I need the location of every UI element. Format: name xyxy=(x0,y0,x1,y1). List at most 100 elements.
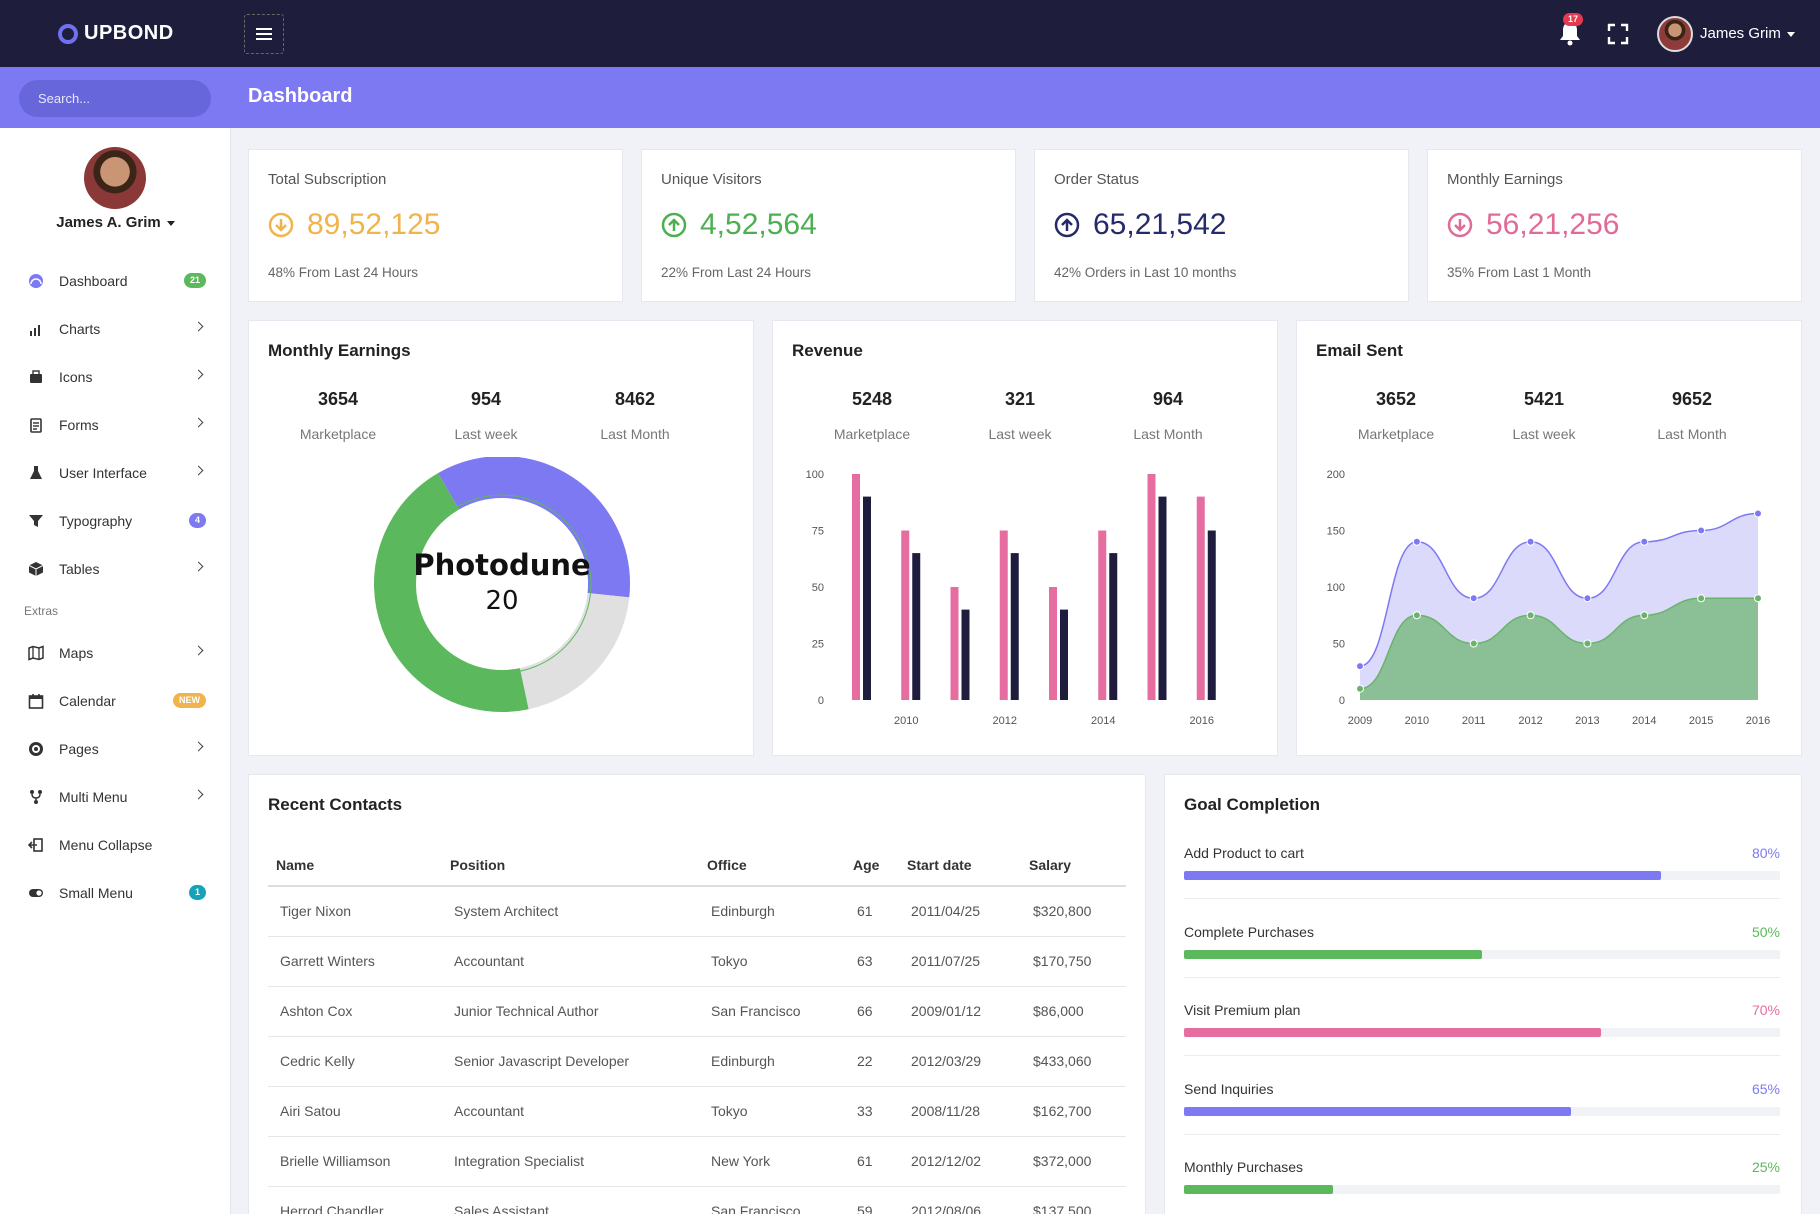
column-header-position[interactable]: Position xyxy=(442,845,699,887)
data-point[interactable] xyxy=(1754,509,1762,518)
sidebar-item-label: Maps xyxy=(59,645,94,661)
progress-track xyxy=(1184,1028,1780,1037)
progress-fill xyxy=(1184,949,1482,959)
sidebar-item-tables[interactable]: Tables xyxy=(0,545,231,593)
cell-salary: $86,000 xyxy=(1021,986,1126,1037)
stat-label: Monthly Earnings xyxy=(1447,171,1563,188)
data-point[interactable] xyxy=(1640,611,1649,620)
sidebar-item-dashboard[interactable]: Dashboard 21 xyxy=(0,257,231,305)
stat-label: Unique Visitors xyxy=(661,171,762,188)
brand-logo[interactable]: UPBOND xyxy=(58,22,174,45)
metric-label: Last Month xyxy=(1133,426,1203,442)
column-header-name[interactable]: Name xyxy=(268,845,442,887)
table-row[interactable]: Herrod Chandler Sales Assistant San Franci… xyxy=(268,1186,1126,1214)
sidebar-item-typography[interactable]: Typography 4 xyxy=(0,497,231,545)
sidebar-item-charts[interactable]: Charts xyxy=(0,305,231,353)
sidebar-item-forms[interactable]: Forms xyxy=(0,401,231,449)
bar[interactable] xyxy=(1010,553,1019,700)
goal-item: Send Inquiries 65% xyxy=(1184,1081,1780,1116)
sidebar-item-pages[interactable]: Pages xyxy=(0,725,231,773)
sidebar-item-menu-collapse[interactable]: Menu Collapse xyxy=(0,821,231,869)
cell-name: Cedric Kelly xyxy=(268,1036,442,1087)
goal-name: Complete Purchases xyxy=(1184,923,1314,940)
data-point[interactable] xyxy=(1754,594,1762,603)
metric-last-week: 5421 Last week xyxy=(1479,389,1609,442)
cell-start-date: 2011/07/25 xyxy=(899,936,1021,987)
sidebar-item-calendar[interactable]: Calendar NEW xyxy=(0,677,231,725)
donut-slice[interactable] xyxy=(438,457,630,598)
fullscreen-icon[interactable] xyxy=(1607,23,1629,45)
metric-value: 321 xyxy=(1004,389,1036,409)
table-row[interactable]: Cedric Kelly Senior Javascript Developer E… xyxy=(268,1036,1126,1087)
data-point[interactable] xyxy=(1583,639,1592,648)
menu-toggle-button[interactable] xyxy=(244,14,284,54)
column-header-start-date[interactable]: Start date xyxy=(899,845,1021,887)
data-point[interactable] xyxy=(1356,684,1364,693)
bar[interactable] xyxy=(912,553,921,700)
metric-label: Last week xyxy=(1512,426,1576,442)
data-point[interactable] xyxy=(1469,639,1478,648)
cell-age: 22 xyxy=(845,1036,899,1087)
sidebar-item-small-menu[interactable]: Small Menu 1 xyxy=(0,869,231,917)
bar[interactable] xyxy=(950,587,959,700)
y-tick-label: 0 xyxy=(818,695,824,707)
cell-age: 59 xyxy=(845,1186,899,1214)
bar[interactable] xyxy=(901,530,910,701)
data-point[interactable] xyxy=(1412,537,1421,546)
bar[interactable] xyxy=(1049,587,1057,700)
bar[interactable] xyxy=(863,496,871,700)
cell-start-date: 2009/01/12 xyxy=(899,986,1021,1037)
bar[interactable] xyxy=(852,474,860,700)
contacts-table: Name Position Office Age Start date Sala… xyxy=(268,845,1126,1214)
donut-slice[interactable] xyxy=(519,592,630,710)
user-menu-name: James Grim xyxy=(1700,25,1781,42)
data-point[interactable] xyxy=(1526,611,1535,620)
bar[interactable] xyxy=(1147,474,1156,700)
card-title: Email Sent xyxy=(1316,341,1403,360)
bar[interactable] xyxy=(1098,530,1107,701)
search-input[interactable] xyxy=(19,80,211,117)
data-point[interactable] xyxy=(1697,526,1706,535)
sidebar-item-label: User Interface xyxy=(59,465,147,481)
user-menu-toggle[interactable]: James Grim xyxy=(1700,25,1795,42)
donut-inner-ring xyxy=(412,494,592,674)
column-header-office[interactable]: Office xyxy=(699,845,845,887)
table-row[interactable]: Tiger Nixon System Architect Edinburgh 61 20… xyxy=(268,886,1126,937)
goal-item: Add Product to cart 80% xyxy=(1184,845,1780,880)
table-row[interactable]: Garrett Winters Accountant Tokyo 63 2011/07/… xyxy=(268,936,1126,987)
user-avatar[interactable] xyxy=(1657,16,1693,52)
donut-slice[interactable] xyxy=(374,473,529,712)
data-point[interactable] xyxy=(1583,594,1592,603)
data-point[interactable] xyxy=(1526,537,1535,546)
metric-value: 9652 xyxy=(1671,389,1713,409)
sidebar-section-extras: Extras xyxy=(24,604,59,618)
data-point[interactable] xyxy=(1640,537,1649,546)
bar[interactable] xyxy=(1196,496,1205,700)
column-header-salary[interactable]: Salary xyxy=(1021,845,1126,887)
sidebar-item-multi-menu[interactable]: Multi Menu xyxy=(0,773,231,821)
table-row[interactable]: Brielle Williamson Integration Specialist… xyxy=(268,1136,1126,1187)
bar[interactable] xyxy=(1158,496,1167,700)
cell-start-date: 2008/11/28 xyxy=(899,1086,1021,1137)
sidebar-item-user-interface[interactable]: User Interface xyxy=(0,449,231,497)
bar[interactable] xyxy=(999,530,1008,701)
data-point[interactable] xyxy=(1697,594,1706,603)
bar[interactable] xyxy=(1207,530,1216,701)
bar[interactable] xyxy=(1109,553,1118,700)
table-row[interactable]: Airi Satou Accountant Tokyo 33 2008/11/28 $16… xyxy=(268,1086,1126,1137)
bar[interactable] xyxy=(961,609,970,700)
data-point[interactable] xyxy=(1469,594,1478,603)
sidebar-item-maps[interactable]: Maps xyxy=(0,629,231,677)
profile-name-toggle[interactable]: James A. Grim xyxy=(0,214,231,231)
sidebar-item-icons[interactable]: Icons xyxy=(0,353,231,401)
monthly-earnings-card: Monthly Earnings 3654 Marketplace 954 Last… xyxy=(248,320,754,756)
table-row[interactable]: Ashton Cox Junior Technical Author San Fra… xyxy=(268,986,1126,1037)
sidebar-item-label: Small Menu xyxy=(59,885,133,901)
progress-fill xyxy=(1184,1185,1333,1194)
data-point[interactable] xyxy=(1356,662,1364,671)
bell-icon[interactable] xyxy=(1558,20,1582,46)
column-header-age[interactable]: Age xyxy=(845,845,899,887)
data-point[interactable] xyxy=(1412,611,1421,620)
bar[interactable] xyxy=(1060,609,1068,700)
cell-office: San Francisco xyxy=(699,986,845,1037)
